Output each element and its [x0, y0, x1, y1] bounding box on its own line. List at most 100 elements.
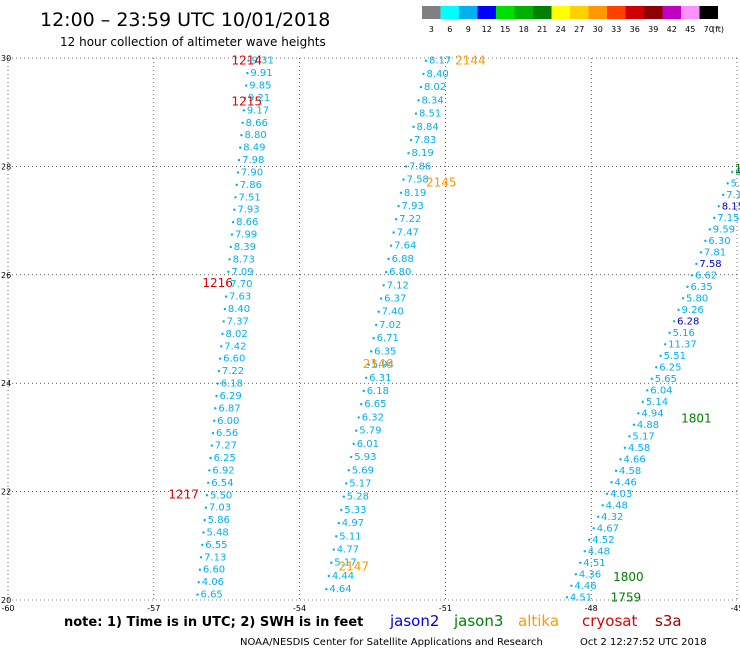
wave-height-label: 4.64	[329, 584, 351, 595]
legend-swatch-12	[477, 6, 496, 19]
track-point	[672, 320, 676, 323]
track-point	[605, 492, 609, 495]
footer-credit: NOAA/NESDIS Center for Satellite Applica…	[240, 637, 543, 648]
track-point	[690, 274, 694, 277]
color-legend: 3 6 9 12 15 18 21 24 27 30 33 36 39 42 45 70	[422, 6, 718, 34]
wave-height-label: 6.60	[223, 354, 245, 365]
wave-height-label: 7.63	[229, 292, 251, 303]
y-tick-label: 24	[1, 379, 11, 388]
legend-label-30: 30	[593, 25, 603, 34]
wave-height-label: 11.37	[668, 339, 697, 350]
y-tick-label: 30	[1, 54, 11, 63]
wave-height-label: 7.09	[231, 267, 253, 278]
wave-height-label: 7.98	[242, 155, 264, 166]
track-point	[345, 482, 348, 485]
time-label: 1214	[232, 54, 263, 68]
track-point	[663, 343, 667, 346]
legend-label-70: 70	[704, 25, 714, 34]
wave-height-label: 4.51	[583, 558, 605, 569]
wave-height-label: 8.19	[404, 188, 426, 199]
wave-height-label: 4.52	[592, 535, 614, 546]
track-point	[619, 458, 622, 461]
wave-height-label: 7.27	[215, 441, 237, 452]
track-point	[387, 257, 390, 261]
wave-height-label: 6.37	[384, 294, 406, 305]
track-point	[197, 580, 200, 584]
wave-height-label: 5.33	[344, 505, 366, 516]
wave-height-label: 9.21	[248, 93, 270, 104]
track-point	[394, 218, 398, 221]
track-point	[632, 423, 636, 427]
track-point	[224, 295, 228, 298]
wave-height-label: 6.80	[389, 267, 411, 278]
wave-height-label: 4.66	[623, 454, 645, 465]
track-point	[389, 244, 393, 247]
track-point	[377, 310, 380, 313]
wave-height-label: 7.58	[407, 175, 429, 186]
wave-height-label: 5.79	[359, 426, 381, 437]
wave-height-label: 8.40	[426, 69, 448, 80]
satellite-s3a: s3a	[655, 612, 682, 630]
track-point	[216, 382, 219, 385]
wave-height-label: 4.06	[202, 577, 224, 588]
wave-height-label: 8.19	[412, 148, 434, 159]
track-point	[244, 84, 248, 87]
track-point	[407, 151, 410, 155]
track-point	[327, 574, 331, 578]
legend-label-36: 36	[630, 25, 640, 34]
track-point	[397, 204, 400, 208]
track-point	[355, 429, 358, 432]
legend-swatch-21	[533, 6, 552, 19]
track-point	[610, 481, 613, 484]
legend-swatch-45	[681, 6, 700, 19]
track-point	[369, 350, 373, 353]
y-tick-label: 26	[1, 271, 11, 280]
wave-height-label: 7.47	[397, 227, 419, 238]
track-point	[392, 231, 395, 234]
legend-label-15: 15	[500, 25, 510, 34]
time-label: 1759	[611, 590, 642, 604]
wave-height-label: 9.26	[682, 305, 704, 316]
track-point	[342, 495, 345, 498]
wave-height-label: 5.65	[655, 374, 677, 385]
wave-height-label: 7.93	[402, 201, 424, 212]
wave-height-label: 4.03	[610, 489, 632, 500]
track-point	[211, 431, 215, 435]
wave-height-label: 5.93	[354, 452, 376, 463]
track-point	[239, 146, 242, 149]
wave-height-label: 5.51	[664, 351, 686, 362]
track-point	[699, 251, 703, 254]
track-point	[579, 561, 582, 564]
wave-height-label: 8.39	[234, 242, 256, 253]
wave-height-label: 6.65	[201, 590, 223, 601]
track-point	[227, 270, 230, 273]
wave-height-label: 6.25	[659, 362, 681, 373]
track-point	[565, 596, 569, 599]
track-point	[364, 376, 368, 379]
wave-height-label: 7.83	[414, 135, 436, 146]
satellite-altika: altika	[518, 612, 559, 630]
track-point	[708, 228, 712, 231]
wave-height-label: 5.14	[646, 397, 668, 408]
track-point	[713, 216, 716, 220]
legend-label-9: 9	[466, 25, 471, 34]
track-point	[730, 170, 734, 174]
wave-height-label: 4.97	[342, 518, 364, 529]
wave-height-label: 6.35	[374, 346, 396, 357]
wave-height-label: 8.66	[246, 118, 268, 129]
wave-height-label: 6.29	[220, 391, 242, 402]
legend-swatch-24	[551, 6, 570, 19]
track-point	[208, 469, 211, 472]
legend-swatch-15	[496, 6, 515, 19]
track-point	[372, 336, 375, 340]
legend-label-24: 24	[556, 25, 566, 34]
track-point	[230, 233, 234, 236]
track-point	[233, 208, 236, 211]
track-point	[641, 400, 645, 404]
wave-height-label: 7.02	[379, 320, 401, 331]
track-point	[570, 584, 573, 587]
wave-height-label: 6.30	[708, 236, 730, 247]
track-point	[399, 191, 403, 195]
wave-height-label: 6.18	[221, 379, 243, 390]
wave-height-label: 6.54	[211, 478, 233, 489]
